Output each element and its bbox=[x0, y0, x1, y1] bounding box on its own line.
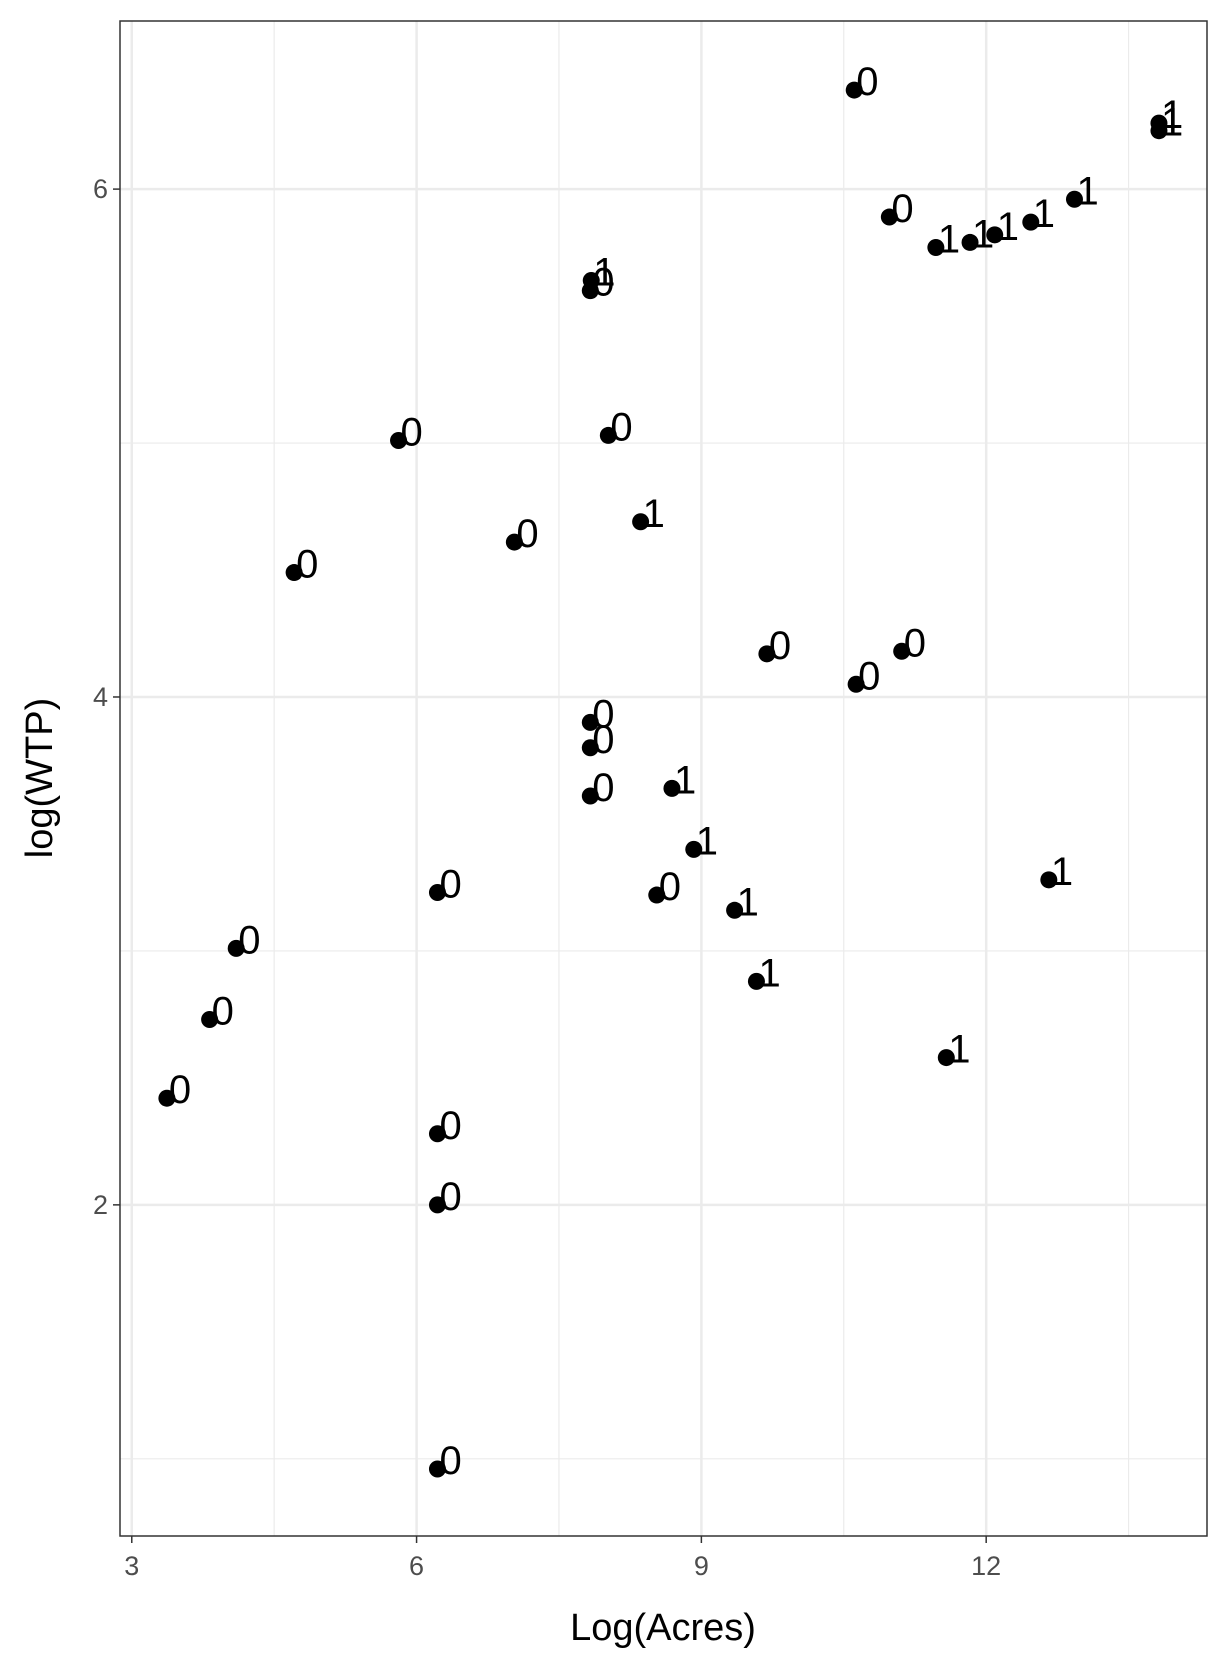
point-label: 0 bbox=[610, 405, 632, 449]
point-label: 0 bbox=[439, 1104, 461, 1148]
point bbox=[1022, 213, 1040, 231]
point bbox=[428, 884, 446, 902]
point bbox=[581, 787, 599, 805]
point bbox=[428, 1196, 446, 1214]
point-label: 1 bbox=[1076, 169, 1098, 213]
point-label: 1 bbox=[674, 758, 696, 802]
point-label: 0 bbox=[891, 187, 913, 231]
y-tick-label: 6 bbox=[93, 174, 108, 204]
point bbox=[648, 886, 666, 904]
point bbox=[285, 564, 303, 582]
point bbox=[505, 533, 523, 551]
point-label: 0 bbox=[592, 766, 614, 810]
point-label: 1 bbox=[972, 212, 994, 256]
point bbox=[893, 642, 911, 660]
point bbox=[390, 432, 408, 450]
point bbox=[845, 81, 863, 99]
point bbox=[599, 426, 617, 444]
point bbox=[428, 1460, 446, 1478]
point-label: 1 bbox=[1033, 192, 1055, 236]
point-label: 0 bbox=[212, 989, 234, 1033]
point bbox=[581, 282, 599, 300]
point-label: 1 bbox=[593, 251, 615, 295]
point bbox=[986, 226, 1004, 244]
point-label: 1 bbox=[696, 819, 718, 863]
point bbox=[937, 1049, 955, 1067]
point-label: 0 bbox=[659, 865, 681, 909]
point-label: 1 bbox=[938, 218, 960, 262]
point-label: 0 bbox=[858, 654, 880, 698]
point-label: 0 bbox=[401, 411, 423, 455]
point bbox=[581, 713, 599, 731]
point bbox=[1150, 122, 1168, 140]
x-tick-label: 9 bbox=[694, 1551, 709, 1581]
point bbox=[758, 645, 776, 663]
point-label: 0 bbox=[439, 863, 461, 907]
point bbox=[747, 972, 765, 990]
point-label: 1 bbox=[758, 951, 780, 995]
point-label: 1 bbox=[1051, 850, 1073, 894]
point bbox=[726, 901, 744, 919]
point-label: 0 bbox=[439, 1175, 461, 1219]
point bbox=[1065, 190, 1083, 208]
point-label: 1 bbox=[643, 492, 665, 536]
y-axis-title: log(WTP) bbox=[19, 698, 61, 858]
point bbox=[663, 779, 681, 797]
point bbox=[201, 1010, 219, 1028]
point-label: 0 bbox=[516, 512, 538, 556]
x-tick-label: 6 bbox=[409, 1551, 424, 1581]
point-label: 0 bbox=[592, 692, 614, 736]
point-label: 1 bbox=[1161, 101, 1183, 145]
x-tick-label: 3 bbox=[124, 1551, 139, 1581]
point-label: 0 bbox=[169, 1068, 191, 1112]
point bbox=[685, 840, 703, 858]
y-tick-label: 4 bbox=[93, 682, 108, 712]
point bbox=[927, 239, 945, 257]
point bbox=[581, 739, 599, 757]
point bbox=[880, 208, 898, 226]
point bbox=[632, 513, 650, 531]
x-tick-label: 12 bbox=[971, 1551, 1001, 1581]
point-label: 0 bbox=[592, 718, 614, 762]
point-label: 0 bbox=[769, 624, 791, 668]
plot-border bbox=[119, 20, 1208, 1537]
point-label: 0 bbox=[592, 261, 614, 305]
point bbox=[1040, 871, 1058, 889]
point-label: 1 bbox=[1161, 93, 1183, 137]
point-label: 0 bbox=[439, 1439, 461, 1483]
point-label: 0 bbox=[856, 60, 878, 104]
point-label: 0 bbox=[904, 621, 926, 665]
point bbox=[961, 233, 979, 251]
point-label: 1 bbox=[997, 205, 1019, 249]
point bbox=[428, 1125, 446, 1143]
point bbox=[227, 939, 245, 957]
point-label: 1 bbox=[737, 880, 759, 924]
y-tick-label: 2 bbox=[93, 1190, 108, 1220]
point bbox=[158, 1089, 176, 1107]
point-label: 0 bbox=[296, 543, 318, 587]
x-axis-title: Log(Acres) bbox=[570, 1607, 756, 1649]
point-label: 0 bbox=[238, 918, 260, 962]
point bbox=[847, 675, 865, 693]
point-label: 1 bbox=[948, 1028, 970, 1072]
